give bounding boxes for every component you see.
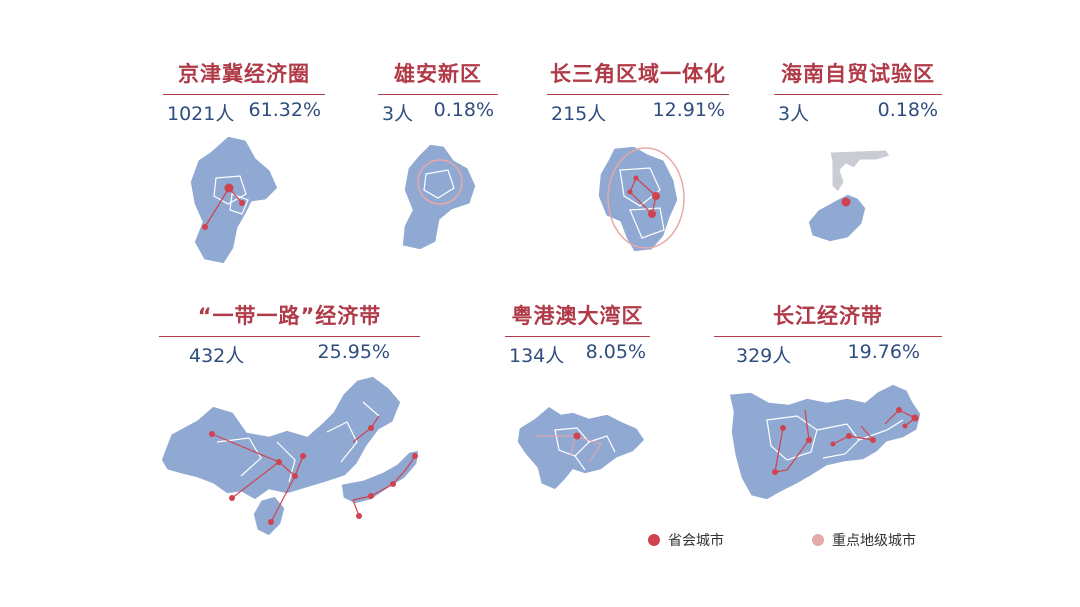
legend-capital-label: 省会城市 <box>668 533 724 549</box>
capital-city-dot <box>209 431 215 437</box>
capital-city-dot <box>911 414 919 422</box>
capital-city-dot <box>896 407 902 413</box>
region-card-gba: 粤港澳大湾区 134人 8.05% <box>505 300 650 368</box>
key-city-dot <box>633 175 639 181</box>
key-city-dot <box>627 189 633 195</box>
capital-city-dot <box>368 493 374 499</box>
capital-city-dot <box>846 433 852 439</box>
region-card-jjj: 京津冀经济圈 1021人 61.32% <box>163 58 325 126</box>
region-count: 432人 <box>189 345 245 367</box>
map-hainan <box>807 149 891 243</box>
region-percent: 19.76% <box>847 341 920 363</box>
key-city-dot <box>368 425 374 431</box>
capital-city-dot <box>229 495 235 501</box>
capital-city-dot <box>412 453 418 459</box>
hainan-island-shape <box>807 193 867 243</box>
map-yrd <box>597 145 685 253</box>
region-percent: 0.18% <box>877 99 938 121</box>
map-jjj <box>189 135 279 265</box>
capital-city-dot <box>648 210 656 218</box>
region-count: 215人 <box>551 103 607 125</box>
key-city-dot <box>202 224 208 230</box>
region-card-yangtze: 长江经济带 329人 19.76% <box>714 300 942 368</box>
capital-city-dot <box>806 437 812 443</box>
key-city-legend-dot <box>812 534 824 546</box>
key-city-dot <box>356 513 362 519</box>
region-count: 3人 <box>778 103 810 125</box>
legend-key-label: 重点地级城市 <box>832 533 916 549</box>
region-percent: 61.32% <box>248 99 321 121</box>
region-count: 1021人 <box>167 103 235 125</box>
capital-city-dot <box>276 459 282 465</box>
region-title: 长江经济带 <box>714 300 942 337</box>
region-shape <box>516 405 646 491</box>
capital-city-dot <box>268 519 274 525</box>
capital-city-dot <box>224 183 234 193</box>
map-belt-road <box>160 375 420 537</box>
capital-city-dot <box>300 453 306 459</box>
region-count: 329人 <box>736 345 792 367</box>
region-shape <box>728 383 922 501</box>
region-title: 粤港澳大湾区 <box>505 300 650 337</box>
region-card-yrd: 长三角区域一体化 215人 12.91% <box>547 58 729 126</box>
region-shape <box>597 145 679 253</box>
region-count: 3人 <box>382 103 414 125</box>
region-shape <box>160 375 402 501</box>
region-percent: 8.05% <box>585 341 646 363</box>
region-title: 长三角区域一体化 <box>547 58 729 95</box>
legend-key: 重点地级城市 <box>812 530 916 550</box>
region-title: “一带一路”经济带 <box>159 300 420 337</box>
key-city-dot <box>830 441 836 447</box>
region-title: 雄安新区 <box>378 58 498 95</box>
map-gba <box>516 405 646 491</box>
key-city-dot <box>239 200 245 206</box>
capital-city-dot <box>780 425 786 431</box>
map-xiongan <box>401 143 477 251</box>
region-card-xiongan: 雄安新区 3人 0.18% <box>378 58 498 126</box>
legend-capital: 省会城市 <box>648 530 724 550</box>
capital-city-dot <box>841 197 851 207</box>
region-percent: 12.91% <box>652 99 725 121</box>
region-title: 海南自贸试验区 <box>774 58 942 95</box>
capital-city-legend-dot <box>648 534 660 546</box>
capital-city-dot <box>390 481 396 487</box>
mainland-shape <box>829 149 891 193</box>
capital-city-dot <box>772 469 778 475</box>
region-shape <box>252 495 286 537</box>
region-percent: 0.18% <box>433 99 494 121</box>
region-percent: 25.95% <box>317 341 390 363</box>
map-yangtze <box>728 383 922 501</box>
region-card-belt-road: “一带一路”经济带 432人 25.95% <box>159 300 420 368</box>
capital-city-dot <box>573 432 581 440</box>
key-city-dot <box>902 423 908 429</box>
region-title: 京津冀经济圈 <box>163 58 325 95</box>
capital-city-dot <box>652 192 660 200</box>
region-card-hainan: 海南自贸试验区 3人 0.18% <box>774 58 942 126</box>
capital-city-dot <box>870 437 876 443</box>
region-count: 134人 <box>509 345 565 367</box>
capital-city-dot <box>292 473 298 479</box>
